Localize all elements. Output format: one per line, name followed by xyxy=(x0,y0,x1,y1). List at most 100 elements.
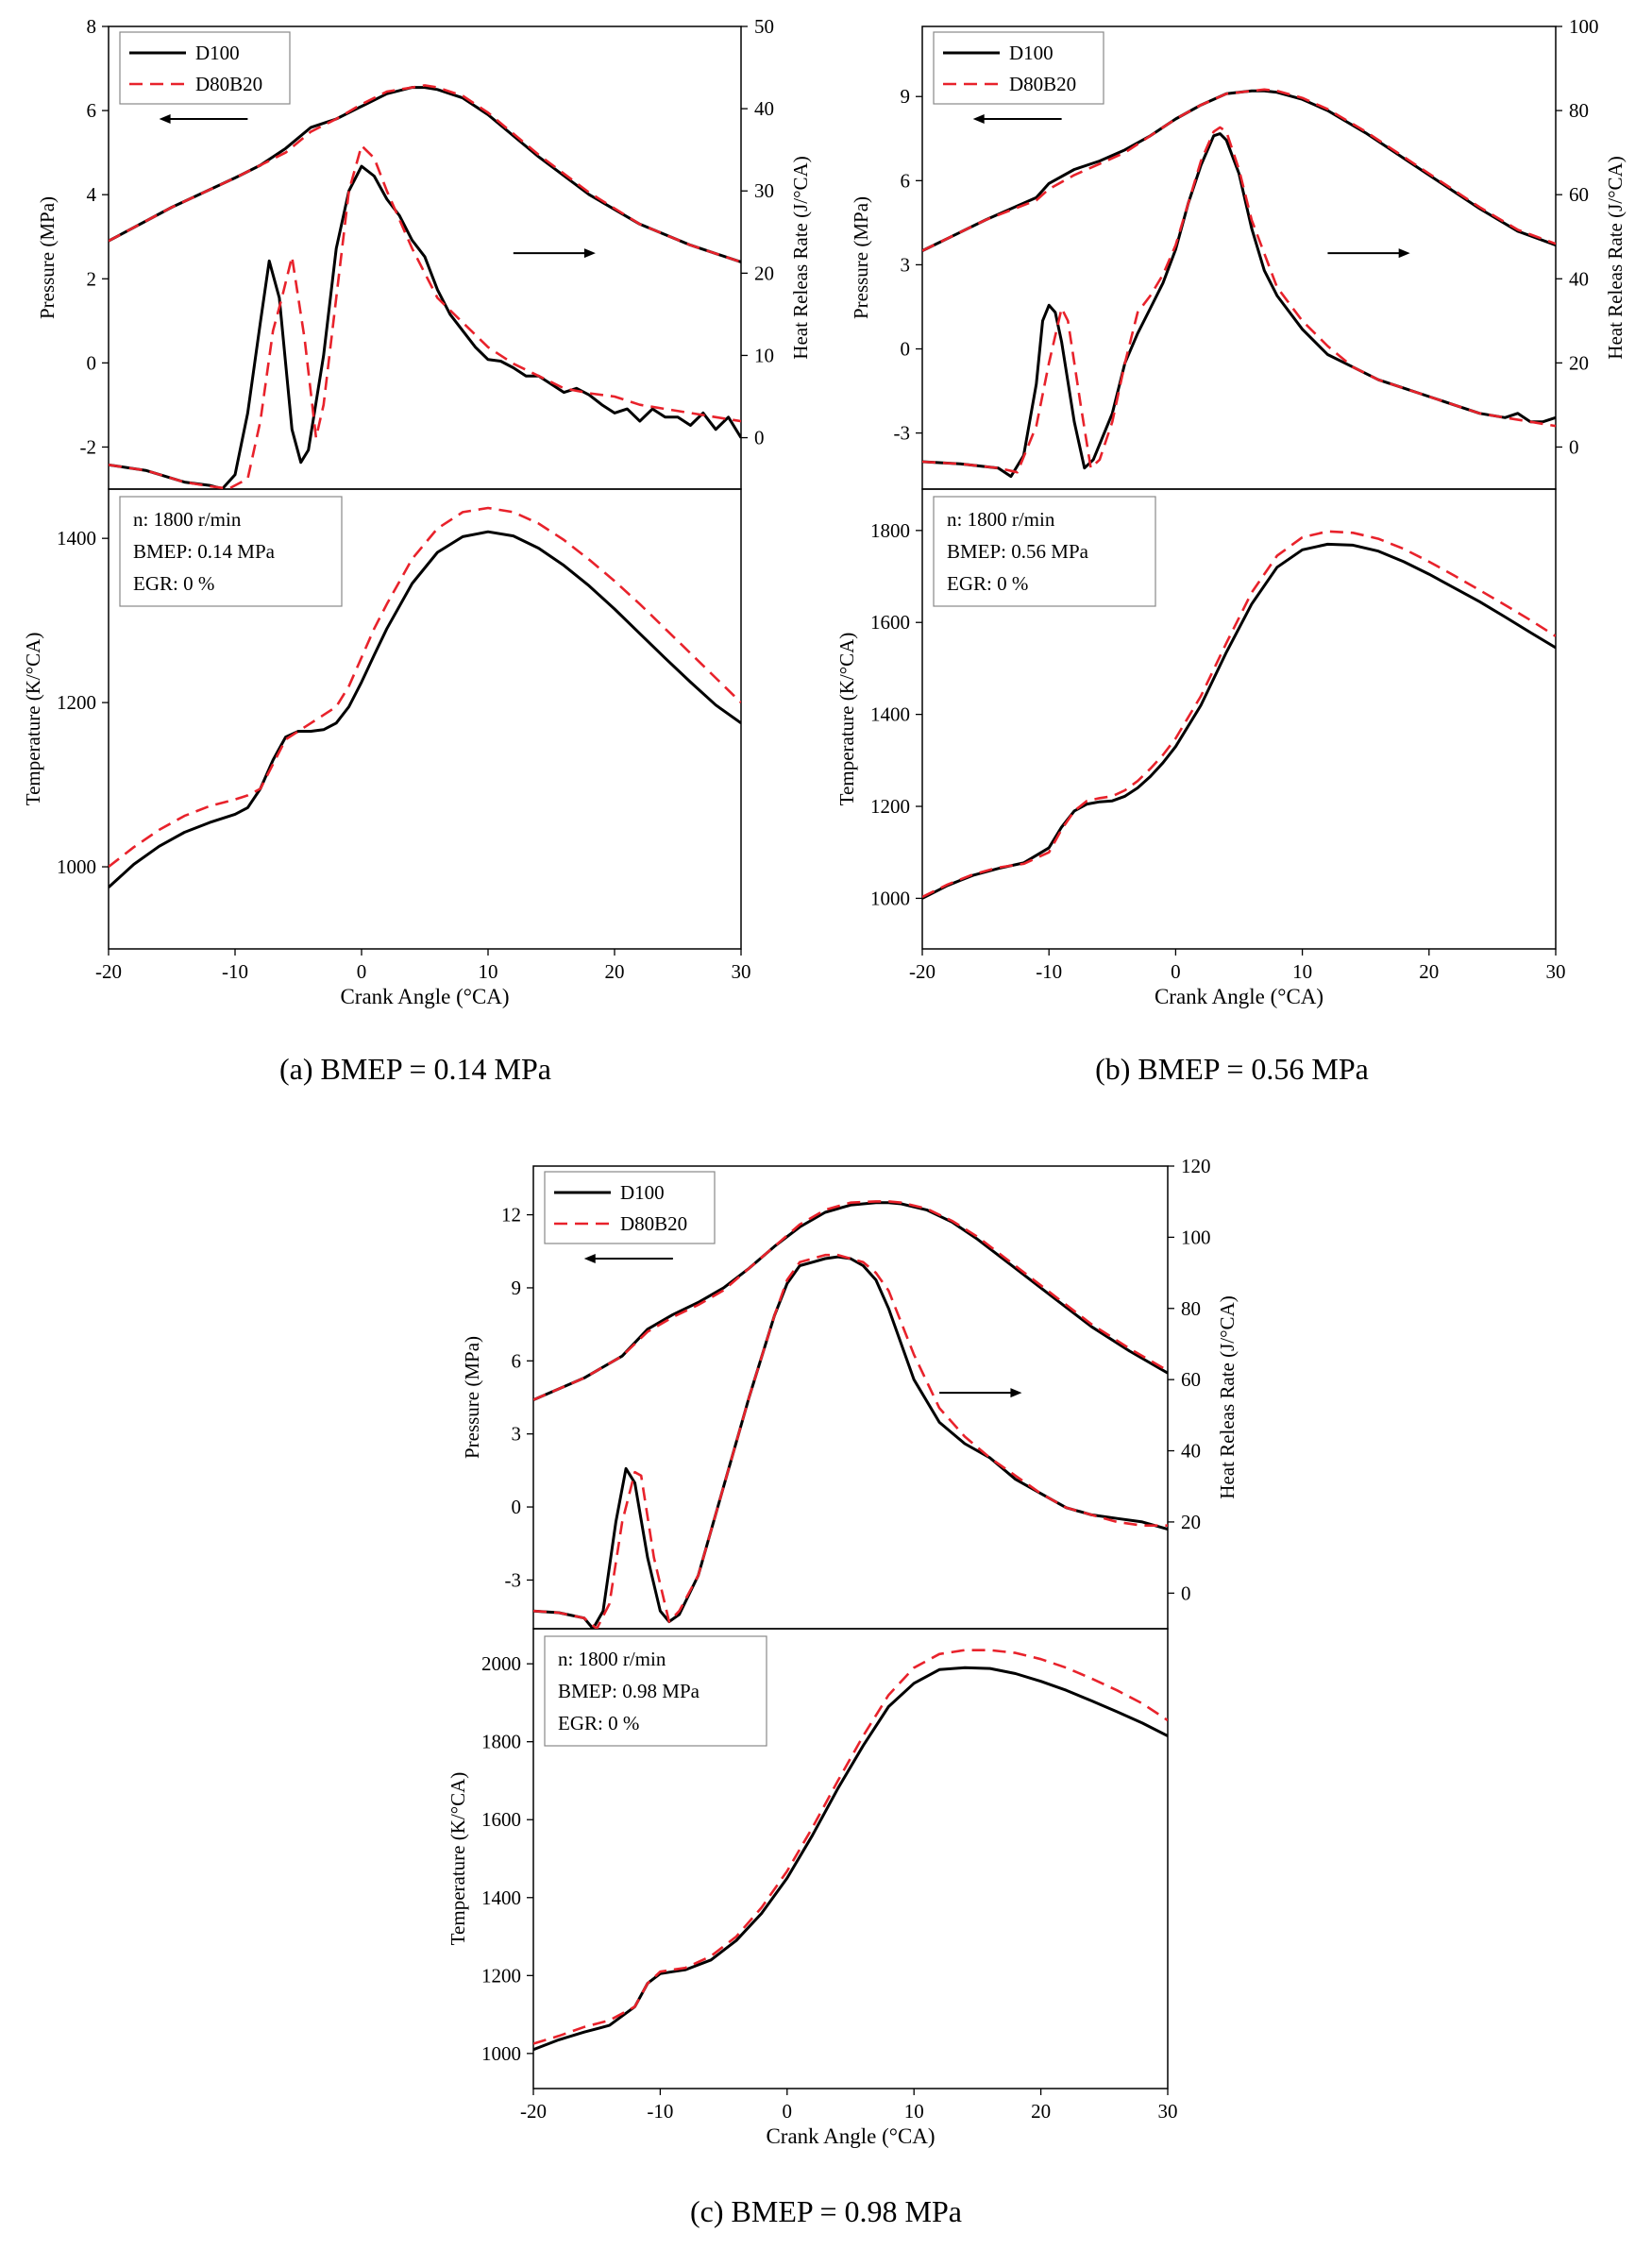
condition-box xyxy=(544,1635,767,1747)
bottom-series-group xyxy=(109,506,741,888)
d100-temperature-line xyxy=(533,1666,1168,2052)
pressure-tick-label: 4 xyxy=(87,183,97,206)
x-tick-label: 10 xyxy=(479,960,498,983)
chart-panel-2: -20 -10 0 10 20 30 Crank Angle (°CA) -3 0 3 6 9 12 Pr… xyxy=(447,1155,1239,2228)
temperature-tick-label: 1600 xyxy=(481,1808,521,1831)
pressure-tick-label: 6 xyxy=(87,99,97,122)
heat-release-tick-label: 20 xyxy=(1569,351,1589,374)
temperature-tick-label: 2000 xyxy=(481,1652,521,1675)
x-tick-label: -20 xyxy=(95,960,122,983)
legend-d100-label: D100 xyxy=(620,1181,665,1204)
condition-line: n: 1800 r/min xyxy=(133,508,242,531)
condition-line: BMEP: 0.56 MPa xyxy=(947,540,1089,563)
heat-release-tick-label: 40 xyxy=(754,97,774,120)
x-tick-label: 30 xyxy=(1158,2100,1178,2123)
panel-caption: (a) BMEP = 0.14 MPa xyxy=(279,1052,551,1086)
bottom-plot-frame xyxy=(921,488,1557,950)
heat-release-tick-label: 50 xyxy=(754,15,774,38)
heat-release-arrowhead xyxy=(1010,1388,1022,1398)
condition-line: EGR: 0 % xyxy=(558,1712,639,1734)
temperature-tick-label: 1400 xyxy=(481,1886,521,1909)
x-tick-label: 20 xyxy=(1419,960,1439,983)
d80b20-pressure-line xyxy=(533,1200,1168,1401)
heat-release-tick-label: 40 xyxy=(1181,1440,1201,1463)
heat-release-tick-label: 0 xyxy=(754,427,765,449)
legend-d80b20-label: D80B20 xyxy=(620,1212,687,1235)
heat-release-axis-title: Heat Releas Rate (J/°CA) xyxy=(1216,1295,1239,1498)
x-tick-label: 10 xyxy=(904,2100,924,2123)
pressure-tick-label: 3 xyxy=(512,1423,522,1446)
x-tick-label: 0 xyxy=(1171,960,1181,983)
panel-caption: (c) BMEP = 0.98 MPa xyxy=(690,2194,962,2228)
x-tick-label: -10 xyxy=(1036,960,1062,983)
heat-release-tick-label: 60 xyxy=(1569,183,1589,206)
temperature-tick-label: 1800 xyxy=(481,1731,521,1753)
bottom-series-group xyxy=(533,1649,1168,2052)
pressure-tick-label: 6 xyxy=(512,1349,522,1372)
condition-box xyxy=(119,496,343,607)
x-tick-label: 20 xyxy=(605,960,625,983)
d100-pressure-line xyxy=(109,86,741,263)
temperature-tick-label: 1000 xyxy=(481,2042,521,2065)
d80b20-pressure-line xyxy=(109,84,741,263)
x-tick-label: -20 xyxy=(520,2100,547,2123)
temperature-tick-label: 1000 xyxy=(870,887,910,909)
heat-release-tick-label: 20 xyxy=(1181,1511,1201,1533)
temperature-tick-label: 1200 xyxy=(870,795,910,818)
heat-release-axis-title: Heat Releas Rate (J/°CA) xyxy=(1604,156,1627,359)
d80b20-pressure-line xyxy=(922,88,1556,252)
d100-temperature-line xyxy=(109,530,741,888)
top-series-group xyxy=(109,84,741,489)
pressure-tick-label: -2 xyxy=(80,435,97,458)
d80b20-heat-release-line xyxy=(109,144,741,489)
d80b20-temperature-line xyxy=(533,1649,1168,2045)
pressure-tick-label: 2 xyxy=(87,267,97,290)
x-tick-label: 10 xyxy=(1292,960,1312,983)
legend-d100-label: D100 xyxy=(1009,42,1054,64)
x-tick-label: -10 xyxy=(222,960,248,983)
x-axis-title: Crank Angle (°CA) xyxy=(340,985,509,1008)
pressure-tick-label: -3 xyxy=(505,1568,522,1591)
pressure-tick-label: 8 xyxy=(87,15,97,38)
x-tick-label: -10 xyxy=(647,2100,673,2123)
pressure-axis-title: Pressure (MPa) xyxy=(461,1336,483,1459)
temperature-tick-label: 1200 xyxy=(57,691,96,714)
d80b20-temperature-line xyxy=(109,506,741,869)
chart-panel-1: -20 -10 0 10 20 30 Crank Angle (°CA) -3 0 3 6 9 Pres… xyxy=(835,15,1627,1086)
heat-release-tick-label: 10 xyxy=(754,344,774,366)
condition-line: EGR: 0 % xyxy=(947,572,1028,595)
d100-temperature-line xyxy=(922,542,1556,900)
x-tick-label: 0 xyxy=(357,960,367,983)
pressure-axis-title: Pressure (MPa) xyxy=(36,196,59,319)
heat-release-tick-label: 80 xyxy=(1569,99,1589,122)
bottom-plot-frame xyxy=(532,1628,1169,2089)
pressure-arrowhead xyxy=(972,114,985,124)
pressure-tick-label: 9 xyxy=(512,1277,522,1299)
legend-d100-label: D100 xyxy=(195,42,240,64)
pressure-tick-label: 6 xyxy=(901,169,911,192)
bottom-series-group xyxy=(922,530,1556,900)
x-axis-title: Crank Angle (°CA) xyxy=(1155,985,1323,1008)
condition-line: BMEP: 0.14 MPa xyxy=(133,540,276,563)
top-series-group xyxy=(922,88,1556,479)
pressure-tick-label: 12 xyxy=(501,1204,521,1227)
temperature-tick-label: 1200 xyxy=(481,1964,521,1987)
condition-line: BMEP: 0.98 MPa xyxy=(558,1680,700,1702)
d100-heat-release-line xyxy=(922,132,1556,479)
heat-release-axis-title: Heat Releas Rate (J/°CA) xyxy=(789,156,812,359)
legend-d80b20-label: D80B20 xyxy=(195,73,262,95)
legend-d80b20-label: D80B20 xyxy=(1009,73,1076,95)
legend-box xyxy=(544,1171,716,1244)
heat-release-arrowhead xyxy=(583,248,596,259)
temperature-axis-title: Temperature (K/°CA) xyxy=(22,633,44,806)
heat-release-tick-label: 80 xyxy=(1181,1297,1201,1320)
temperature-tick-label: 1000 xyxy=(57,855,96,878)
heat-release-tick-label: 120 xyxy=(1181,1155,1211,1177)
d80b20-temperature-line xyxy=(922,530,1556,899)
bottom-plot-frame xyxy=(108,488,742,950)
pressure-arrowhead xyxy=(159,114,171,124)
heat-release-tick-label: 0 xyxy=(1569,435,1579,458)
d100-pressure-line xyxy=(533,1201,1168,1401)
temperature-tick-label: 1800 xyxy=(870,519,910,542)
pressure-axis-title: Pressure (MPa) xyxy=(850,196,872,319)
